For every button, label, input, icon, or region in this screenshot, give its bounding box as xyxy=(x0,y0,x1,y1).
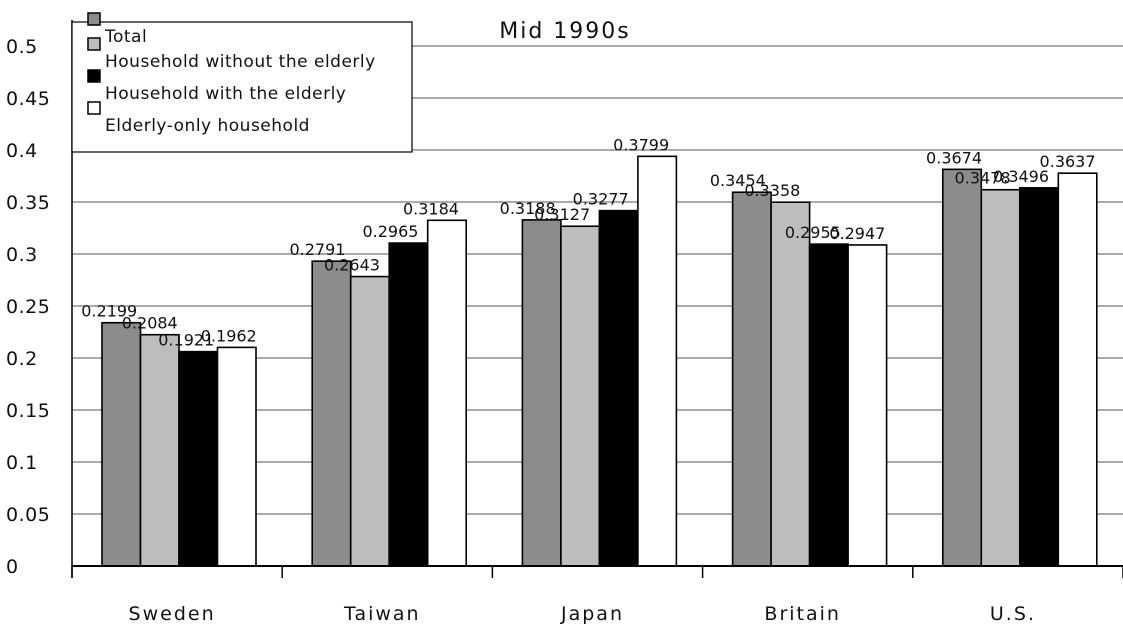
y-tick-label: 0 xyxy=(6,556,19,578)
y-tick-label: 0.25 xyxy=(6,296,50,318)
y-tick-label: 0.1 xyxy=(6,452,38,474)
data-label: 0.3184 xyxy=(403,199,459,218)
y-tick-label: 0.45 xyxy=(6,88,50,110)
legend-box xyxy=(71,21,413,153)
y-tick-label: 0.3 xyxy=(6,244,38,266)
legend-entry: Elderly-only household xyxy=(105,116,310,136)
data-label: 0.2643 xyxy=(324,256,380,275)
x-axis: Sweden Taiwan Japan Britain U.S. xyxy=(71,20,1123,625)
data-label: 0.3358 xyxy=(744,181,800,200)
bars xyxy=(101,155,1098,567)
bar xyxy=(311,260,352,567)
bar xyxy=(388,242,429,567)
bar xyxy=(139,333,180,567)
legend-entry: Household without the elderly xyxy=(105,52,376,72)
legend-swatch xyxy=(87,69,101,83)
data-label: 0.3188 xyxy=(500,199,556,218)
data-label: 0.2084 xyxy=(122,314,178,333)
data-label: 0.1921 xyxy=(158,331,214,350)
data-label: 0.3637 xyxy=(1040,152,1096,171)
bar xyxy=(808,243,849,567)
data-label: 0.3674 xyxy=(926,148,982,167)
data-label: 0.3127 xyxy=(534,205,590,224)
legend-swatch xyxy=(87,12,101,26)
bar xyxy=(349,275,391,567)
data-label: 0.2199 xyxy=(81,302,137,321)
legend-swatch xyxy=(87,101,101,115)
bar xyxy=(521,219,562,567)
bar xyxy=(1018,187,1060,567)
x-tick-label: Japan xyxy=(560,603,624,625)
y-tick-label: 0.15 xyxy=(6,400,50,422)
data-label: 0.3454 xyxy=(710,171,766,190)
legend-swatch xyxy=(87,37,101,51)
y-tick-label: 0.2 xyxy=(6,348,38,370)
bar xyxy=(216,346,257,567)
legend: Total Household without the elderly Househ… xyxy=(71,12,413,153)
x-tick-label: U.S. xyxy=(990,603,1036,625)
x-tick-label: Britain xyxy=(764,603,841,625)
data-label: 0.3478 xyxy=(955,169,1011,188)
y-tick-label: 0.4 xyxy=(6,140,38,162)
data-label: 0.2791 xyxy=(289,240,345,259)
y-tick-label: 0.05 xyxy=(6,504,50,526)
bar xyxy=(941,168,983,567)
legend-entry: Household with the elderly xyxy=(105,84,346,104)
bar xyxy=(770,201,811,567)
y-axis-tick-labels: 0 0.05 0.1 0.15 0.2 0.25 0.3 0.35 0.4 0.45 0.5 xyxy=(6,36,50,578)
bar xyxy=(598,209,639,567)
bar xyxy=(560,225,601,567)
data-label: 0.3799 xyxy=(613,135,669,154)
bar xyxy=(637,155,678,567)
bar xyxy=(101,321,142,567)
bar xyxy=(426,219,468,567)
y-tick-label: 0.35 xyxy=(6,192,50,214)
x-tick-label: Sweden xyxy=(129,603,216,625)
data-label: 0.2955 xyxy=(785,223,841,242)
bar xyxy=(178,350,219,567)
data-label: 0.3496 xyxy=(993,167,1049,186)
y-tick-label: 0.5 xyxy=(6,36,38,58)
data-label: 0.2965 xyxy=(362,222,418,241)
bar xyxy=(847,244,888,567)
data-label: 0.3277 xyxy=(573,190,629,209)
chart-title: Mid 1990s xyxy=(499,19,631,44)
data-label: 0.1962 xyxy=(201,326,257,345)
bar xyxy=(980,188,1021,567)
x-tick-label: Taiwan xyxy=(343,603,421,625)
bar xyxy=(731,191,772,567)
data-label: 0.2947 xyxy=(829,224,885,243)
bar xyxy=(1057,172,1098,567)
legend-entry: Total xyxy=(104,27,147,47)
